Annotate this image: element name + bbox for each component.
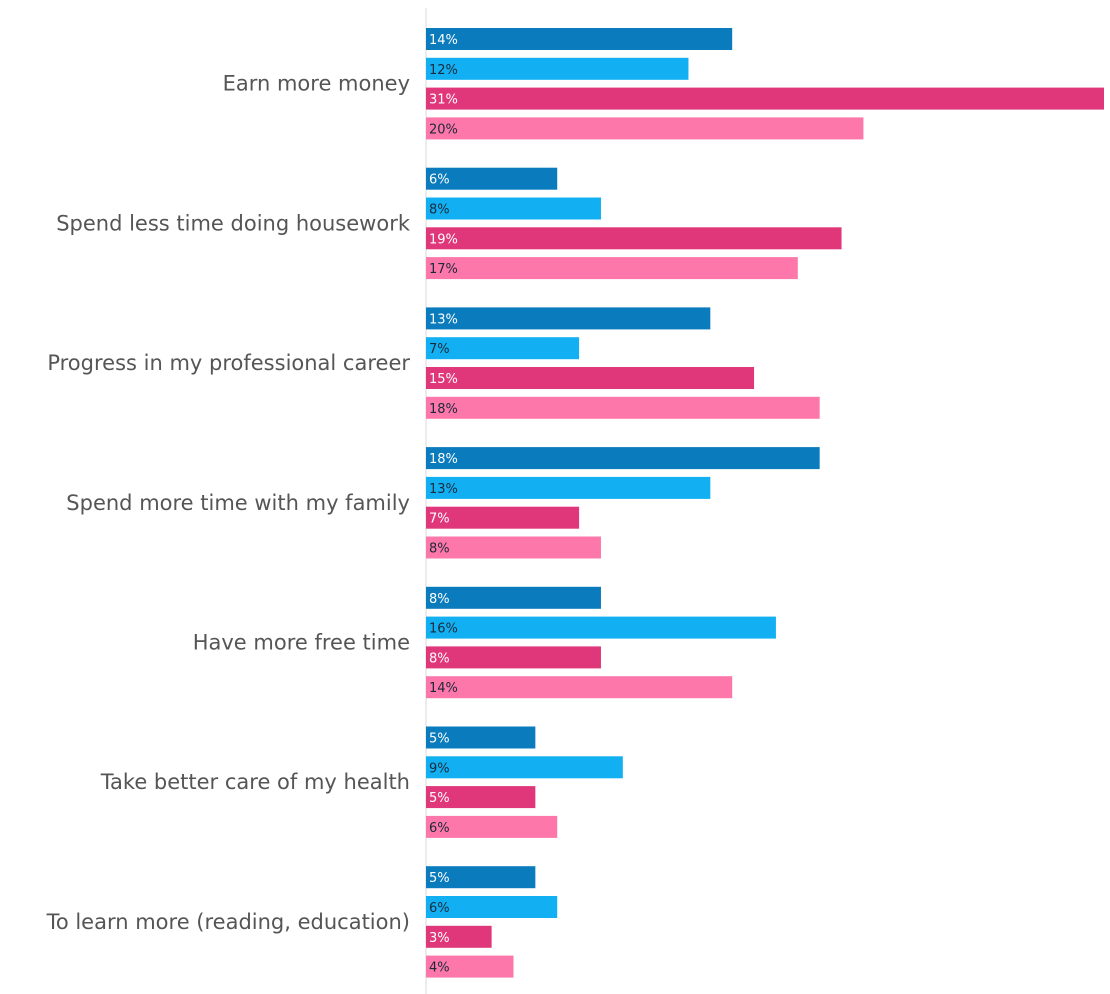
bar-value-label: 6% [429,821,450,836]
category-label: Spend more time with my family [66,491,410,515]
bar [426,866,536,889]
bar [426,586,601,609]
bar-value-label: 4% [429,961,450,976]
bar-value-label: 12% [429,63,458,78]
bar-value-label: 5% [429,791,450,806]
bar [426,896,558,918]
bar-value-label: 8% [429,592,450,607]
bar [426,726,536,749]
bar [426,197,601,220]
bar-value-label: 6% [429,901,450,916]
bar [426,536,601,559]
bar-value-label: 5% [429,732,450,747]
bar-value-label: 17% [429,262,458,277]
bar-value-label: 16% [429,622,458,637]
bar-value-label: 14% [429,681,458,696]
bar [426,167,558,190]
bar-value-label: 13% [429,482,458,497]
bar [426,786,536,809]
bar [426,227,842,250]
bar-value-label: 19% [429,232,458,247]
bar [426,616,776,639]
bar-value-label: 8% [429,542,450,557]
bar [426,447,820,470]
category-label: Progress in my professional career [47,351,410,375]
bar [426,646,601,669]
category-label: Spend less time doing housework [56,211,411,235]
bar-value-label: 14% [429,33,458,48]
bar [426,257,798,280]
bar [426,117,864,140]
bar-value-label: 20% [429,122,458,137]
bar [426,367,755,389]
bar [426,476,711,499]
bar-value-label: 7% [429,512,450,527]
bar-value-label: 3% [429,931,450,946]
bar [426,87,1104,110]
bar [426,955,514,978]
bar-value-label: 7% [429,342,450,357]
bar-value-label: 13% [429,312,458,327]
bar-value-label: 18% [429,452,458,467]
bar [426,307,711,330]
category-label: To learn more (reading, education) [46,910,410,934]
category-label: Earn more money [223,72,410,96]
bar [426,57,689,80]
bar [426,337,580,360]
bar [426,925,492,948]
bar-value-label: 31% [429,93,458,108]
category-label: Have more free time [193,631,410,655]
bar-value-label: 15% [429,372,458,387]
bar-value-label: 8% [429,651,450,666]
bar [426,815,558,838]
bar [426,28,733,50]
bar-value-label: 8% [429,203,450,218]
bar-value-label: 18% [429,402,458,417]
bar [426,756,623,779]
bar-value-label: 6% [429,173,450,188]
bar-value-label: 9% [429,761,450,776]
bar-value-label: 5% [429,871,450,886]
bar [426,396,820,419]
category-label: Take better care of my health [100,770,410,794]
bar [426,676,733,699]
bar [426,506,580,529]
